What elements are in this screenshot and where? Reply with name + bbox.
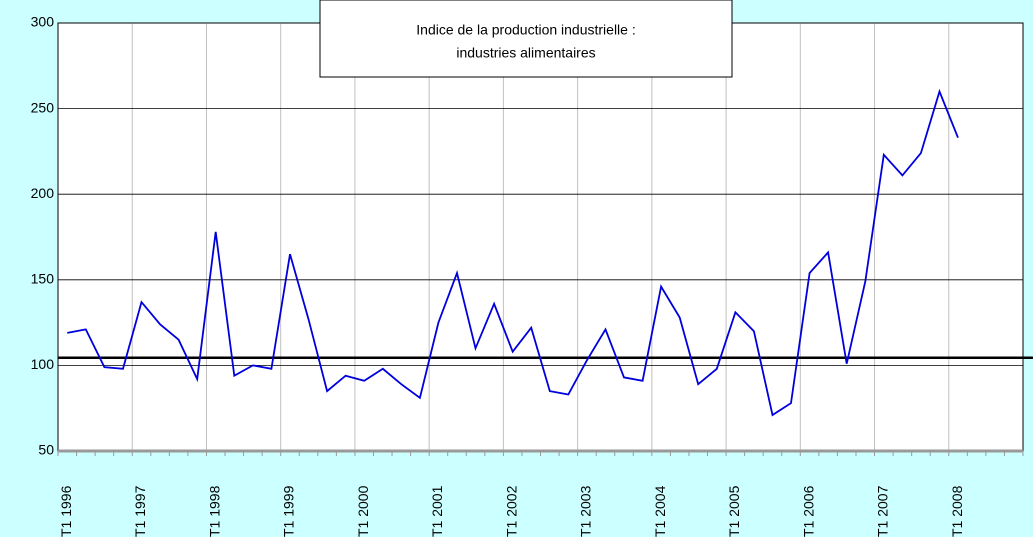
x-tick-label: T1 2002: [503, 485, 519, 537]
y-tick-label: 300: [31, 14, 55, 30]
x-tick-label: T1 2006: [800, 485, 816, 537]
x-tick-label: T1 2008: [949, 485, 965, 537]
x-tick-label: T1 2001: [429, 485, 445, 537]
x-tick-label: T1 2004: [652, 485, 668, 537]
x-tick-label: T1 2005: [726, 485, 742, 537]
x-tick-label: T1 1999: [281, 485, 297, 537]
y-tick-label: 50: [38, 442, 54, 458]
chart-title: industries alimentaires: [456, 45, 595, 61]
x-tick-label: T1 2000: [355, 485, 371, 537]
plot-area: [57, 22, 1024, 452]
x-tick-label: T1 2003: [578, 485, 594, 537]
y-tick-label: 150: [31, 271, 55, 287]
data-line: [67, 88, 959, 417]
x-tick-label: T1 1996: [58, 485, 74, 537]
title-box: [319, 0, 733, 78]
x-tick-label: T1 1997: [132, 485, 148, 537]
y-tick-label: 250: [31, 99, 55, 115]
y-tick-label: 100: [31, 356, 55, 372]
chart-title: Indice de la production industrielle :: [416, 22, 635, 38]
x-tick-label: T1 1998: [206, 485, 222, 537]
x-tick-label: T1 2007: [875, 485, 891, 537]
y-tick-label: 200: [31, 185, 55, 201]
